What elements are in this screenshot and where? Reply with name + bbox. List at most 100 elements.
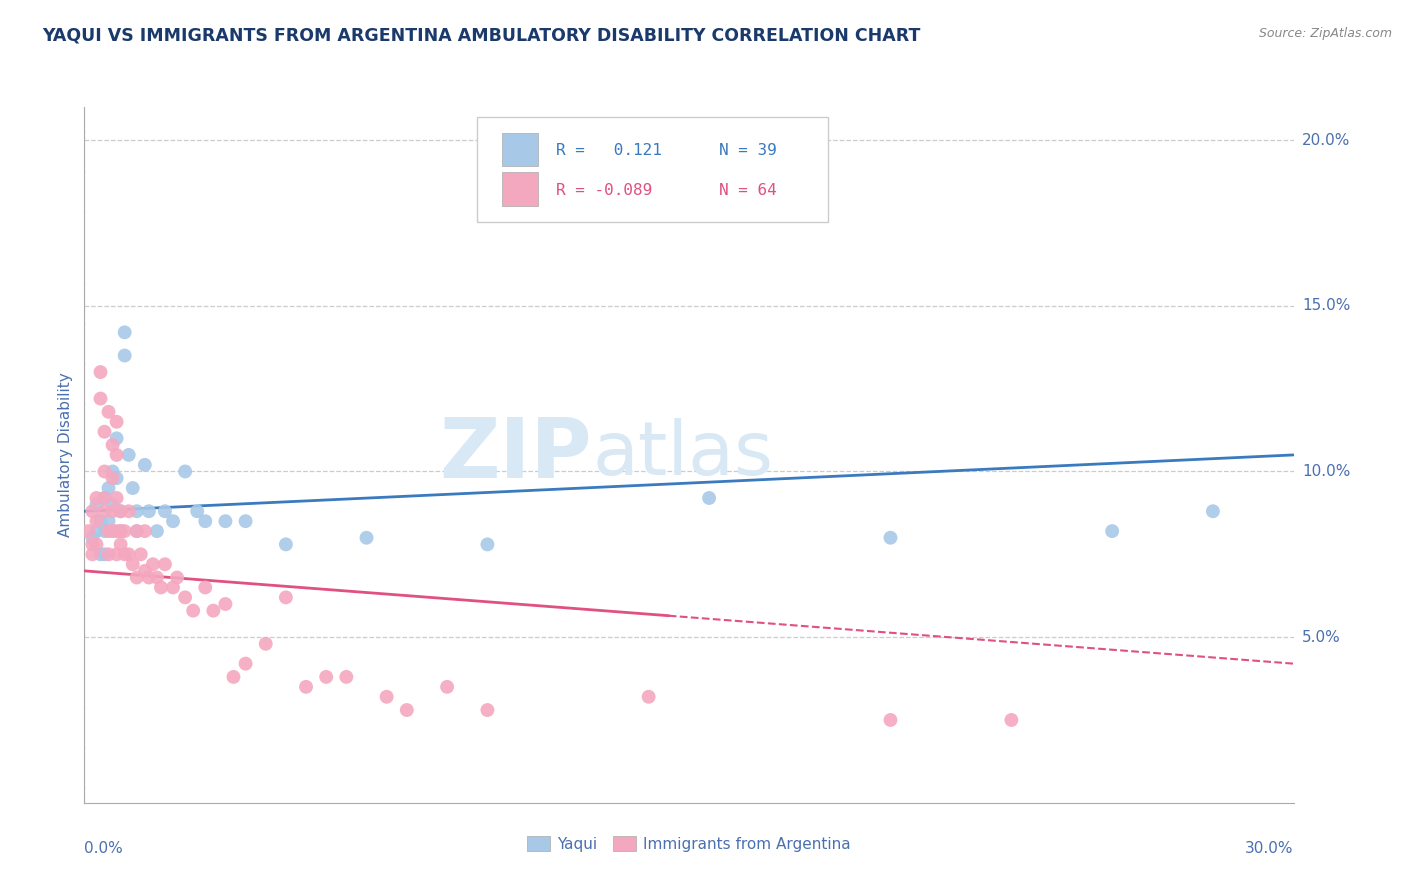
Point bbox=[86, 491, 108, 505]
Text: Source: ZipAtlas.com: Source: ZipAtlas.com bbox=[1258, 27, 1392, 40]
Point bbox=[125, 524, 148, 538]
Point bbox=[1202, 504, 1225, 518]
Point bbox=[86, 537, 108, 551]
Point bbox=[93, 524, 115, 538]
Point bbox=[114, 326, 136, 340]
Point bbox=[82, 531, 104, 545]
Point bbox=[134, 524, 156, 538]
FancyBboxPatch shape bbox=[478, 118, 828, 222]
Point bbox=[395, 703, 418, 717]
Point bbox=[97, 547, 120, 561]
Text: ZIP: ZIP bbox=[440, 415, 592, 495]
Point bbox=[879, 713, 901, 727]
Point bbox=[356, 531, 378, 545]
Point bbox=[118, 504, 141, 518]
Point bbox=[125, 570, 148, 584]
Text: 10.0%: 10.0% bbox=[1302, 464, 1350, 479]
Point bbox=[436, 680, 458, 694]
Point bbox=[101, 471, 124, 485]
Point bbox=[118, 448, 141, 462]
Point bbox=[101, 524, 124, 538]
Point bbox=[697, 491, 720, 505]
Point bbox=[101, 465, 124, 479]
Point bbox=[97, 524, 120, 538]
Point bbox=[375, 690, 398, 704]
Point bbox=[315, 670, 337, 684]
Point bbox=[86, 514, 108, 528]
Point bbox=[1000, 713, 1022, 727]
Point bbox=[97, 405, 120, 419]
Point bbox=[879, 531, 901, 545]
Text: 5.0%: 5.0% bbox=[1302, 630, 1340, 645]
Point bbox=[125, 524, 148, 538]
Point bbox=[153, 558, 176, 572]
Point bbox=[477, 537, 499, 551]
Legend: Yaqui, Immigrants from Argentina: Yaqui, Immigrants from Argentina bbox=[520, 830, 858, 858]
Point bbox=[138, 504, 160, 518]
Point bbox=[105, 415, 128, 429]
Point bbox=[118, 547, 141, 561]
Point bbox=[77, 524, 100, 538]
Point bbox=[194, 514, 217, 528]
Point bbox=[202, 604, 225, 618]
Point bbox=[82, 504, 104, 518]
Point bbox=[186, 504, 208, 518]
Point bbox=[110, 524, 132, 538]
Point bbox=[89, 365, 111, 379]
Text: N = 39: N = 39 bbox=[720, 144, 778, 159]
Point bbox=[142, 558, 165, 572]
Point bbox=[149, 581, 172, 595]
Point bbox=[121, 481, 143, 495]
Text: 20.0%: 20.0% bbox=[1302, 133, 1350, 148]
Text: R = -0.089: R = -0.089 bbox=[555, 183, 652, 198]
Point bbox=[477, 703, 499, 717]
Point bbox=[101, 438, 124, 452]
Point bbox=[138, 570, 160, 584]
Text: N = 64: N = 64 bbox=[720, 183, 778, 198]
Point bbox=[1101, 524, 1123, 538]
Point bbox=[110, 504, 132, 518]
Text: 15.0%: 15.0% bbox=[1302, 298, 1350, 313]
Point bbox=[214, 597, 236, 611]
Point bbox=[93, 425, 115, 439]
Point bbox=[274, 591, 297, 605]
Point bbox=[110, 524, 132, 538]
Point bbox=[105, 448, 128, 462]
Point bbox=[162, 514, 184, 528]
Point bbox=[181, 604, 204, 618]
Text: 0.0%: 0.0% bbox=[84, 841, 124, 856]
Text: YAQUI VS IMMIGRANTS FROM ARGENTINA AMBULATORY DISABILITY CORRELATION CHART: YAQUI VS IMMIGRANTS FROM ARGENTINA AMBUL… bbox=[42, 27, 921, 45]
Point bbox=[146, 524, 169, 538]
Point bbox=[214, 514, 236, 528]
Point bbox=[235, 657, 257, 671]
Point bbox=[101, 504, 124, 518]
Point bbox=[254, 637, 277, 651]
Point bbox=[93, 491, 115, 505]
Point bbox=[295, 680, 318, 694]
Point bbox=[110, 537, 132, 551]
Point bbox=[114, 349, 136, 363]
Point bbox=[637, 690, 659, 704]
Point bbox=[125, 504, 148, 518]
Point bbox=[105, 524, 128, 538]
Point bbox=[162, 581, 184, 595]
Point bbox=[194, 581, 217, 595]
Text: 30.0%: 30.0% bbox=[1246, 841, 1294, 856]
Point bbox=[105, 491, 128, 505]
Point bbox=[86, 498, 108, 512]
Point bbox=[93, 504, 115, 518]
Point bbox=[105, 471, 128, 485]
Point bbox=[97, 514, 120, 528]
Point bbox=[93, 547, 115, 561]
FancyBboxPatch shape bbox=[502, 172, 538, 206]
Point bbox=[86, 524, 108, 538]
Point bbox=[114, 524, 136, 538]
Point bbox=[274, 537, 297, 551]
Point bbox=[235, 514, 257, 528]
Point bbox=[93, 465, 115, 479]
Point bbox=[146, 570, 169, 584]
Point bbox=[134, 458, 156, 472]
Point bbox=[105, 547, 128, 561]
Point bbox=[114, 547, 136, 561]
FancyBboxPatch shape bbox=[502, 133, 538, 166]
